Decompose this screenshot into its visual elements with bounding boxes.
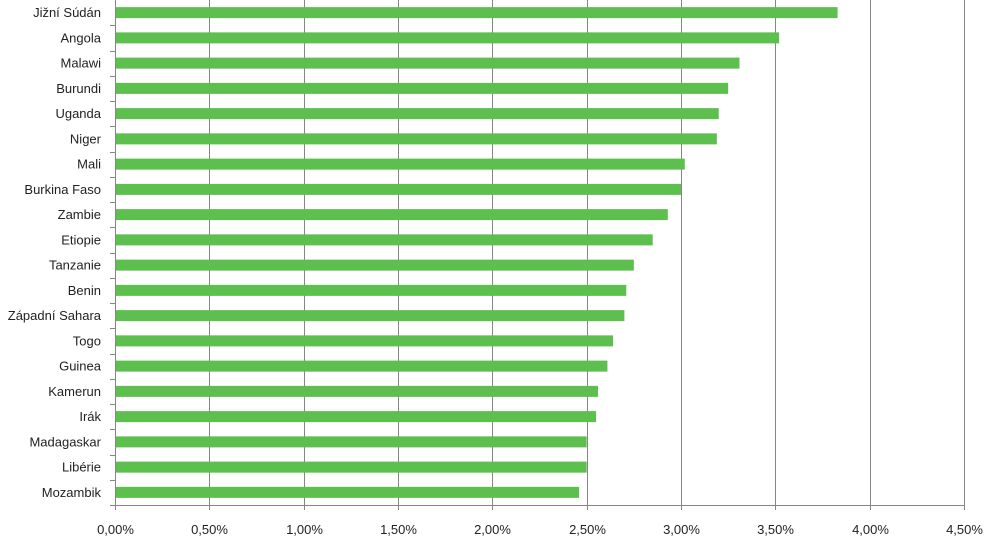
- x-tick-label: 4,50%: [946, 522, 983, 537]
- bar: [116, 158, 685, 170]
- x-tick-label: 1,00%: [286, 522, 323, 537]
- category-labels: Jižní Súdán Angola Malawi Burundi Uganda Nige…: [8, 5, 102, 500]
- bar: [116, 461, 587, 473]
- bar: [116, 385, 598, 397]
- bar: [116, 32, 780, 44]
- gridlines: [110, 0, 965, 510]
- bar: [116, 234, 653, 246]
- category-label: Burkina Faso: [24, 182, 101, 197]
- bar: [116, 82, 729, 94]
- bar: [116, 436, 587, 448]
- bar: [116, 108, 719, 120]
- bar: [116, 335, 614, 347]
- bar: [116, 411, 597, 423]
- category-label: Jižní Súdán: [33, 5, 101, 20]
- category-label: Zambie: [58, 207, 101, 222]
- category-label: Etiopie: [61, 232, 101, 247]
- x-tick-label: 2,00%: [474, 522, 511, 537]
- category-label: Uganda: [55, 106, 101, 121]
- category-label: Irák: [79, 409, 101, 424]
- bar: [116, 486, 580, 498]
- bar: [116, 133, 717, 145]
- category-label: Benin: [68, 283, 101, 298]
- category-label: Západní Sahara: [8, 308, 102, 323]
- category-label: Madagaskar: [29, 434, 101, 449]
- x-tick-label: 3,50%: [757, 522, 794, 537]
- bar: [116, 310, 625, 322]
- x-tick-labels: 0,00% 0,50% 1,00% 1,50% 2,00% 2,50% 3,00% 3,50%…: [97, 522, 983, 537]
- bars: [116, 7, 838, 498]
- category-label: Angola: [61, 30, 102, 45]
- x-tick-label: 4,00%: [852, 522, 889, 537]
- x-tick-label: 0,00%: [97, 522, 134, 537]
- x-tick-label: 0,50%: [191, 522, 228, 537]
- category-label: Togo: [73, 333, 101, 348]
- bar: [116, 183, 681, 195]
- bar: [116, 7, 838, 19]
- x-tick-label: 3,00%: [663, 522, 700, 537]
- x-tick-label: 2,50%: [569, 522, 606, 537]
- category-label: Burundi: [56, 81, 101, 96]
- category-label: Libérie: [62, 460, 101, 475]
- category-label: Guinea: [59, 359, 102, 374]
- category-label: Niger: [70, 131, 102, 146]
- category-label: Tanzanie: [49, 258, 101, 273]
- category-label: Mali: [77, 157, 101, 172]
- bar: [116, 57, 740, 69]
- bar: [116, 259, 634, 271]
- bar: [116, 284, 627, 296]
- category-label: Malawi: [61, 56, 102, 71]
- category-label: Kamerun: [48, 384, 101, 399]
- x-tick-label: 1,50%: [380, 522, 417, 537]
- category-label: Mozambik: [42, 485, 102, 500]
- bar: [116, 209, 668, 221]
- bar: [116, 360, 608, 372]
